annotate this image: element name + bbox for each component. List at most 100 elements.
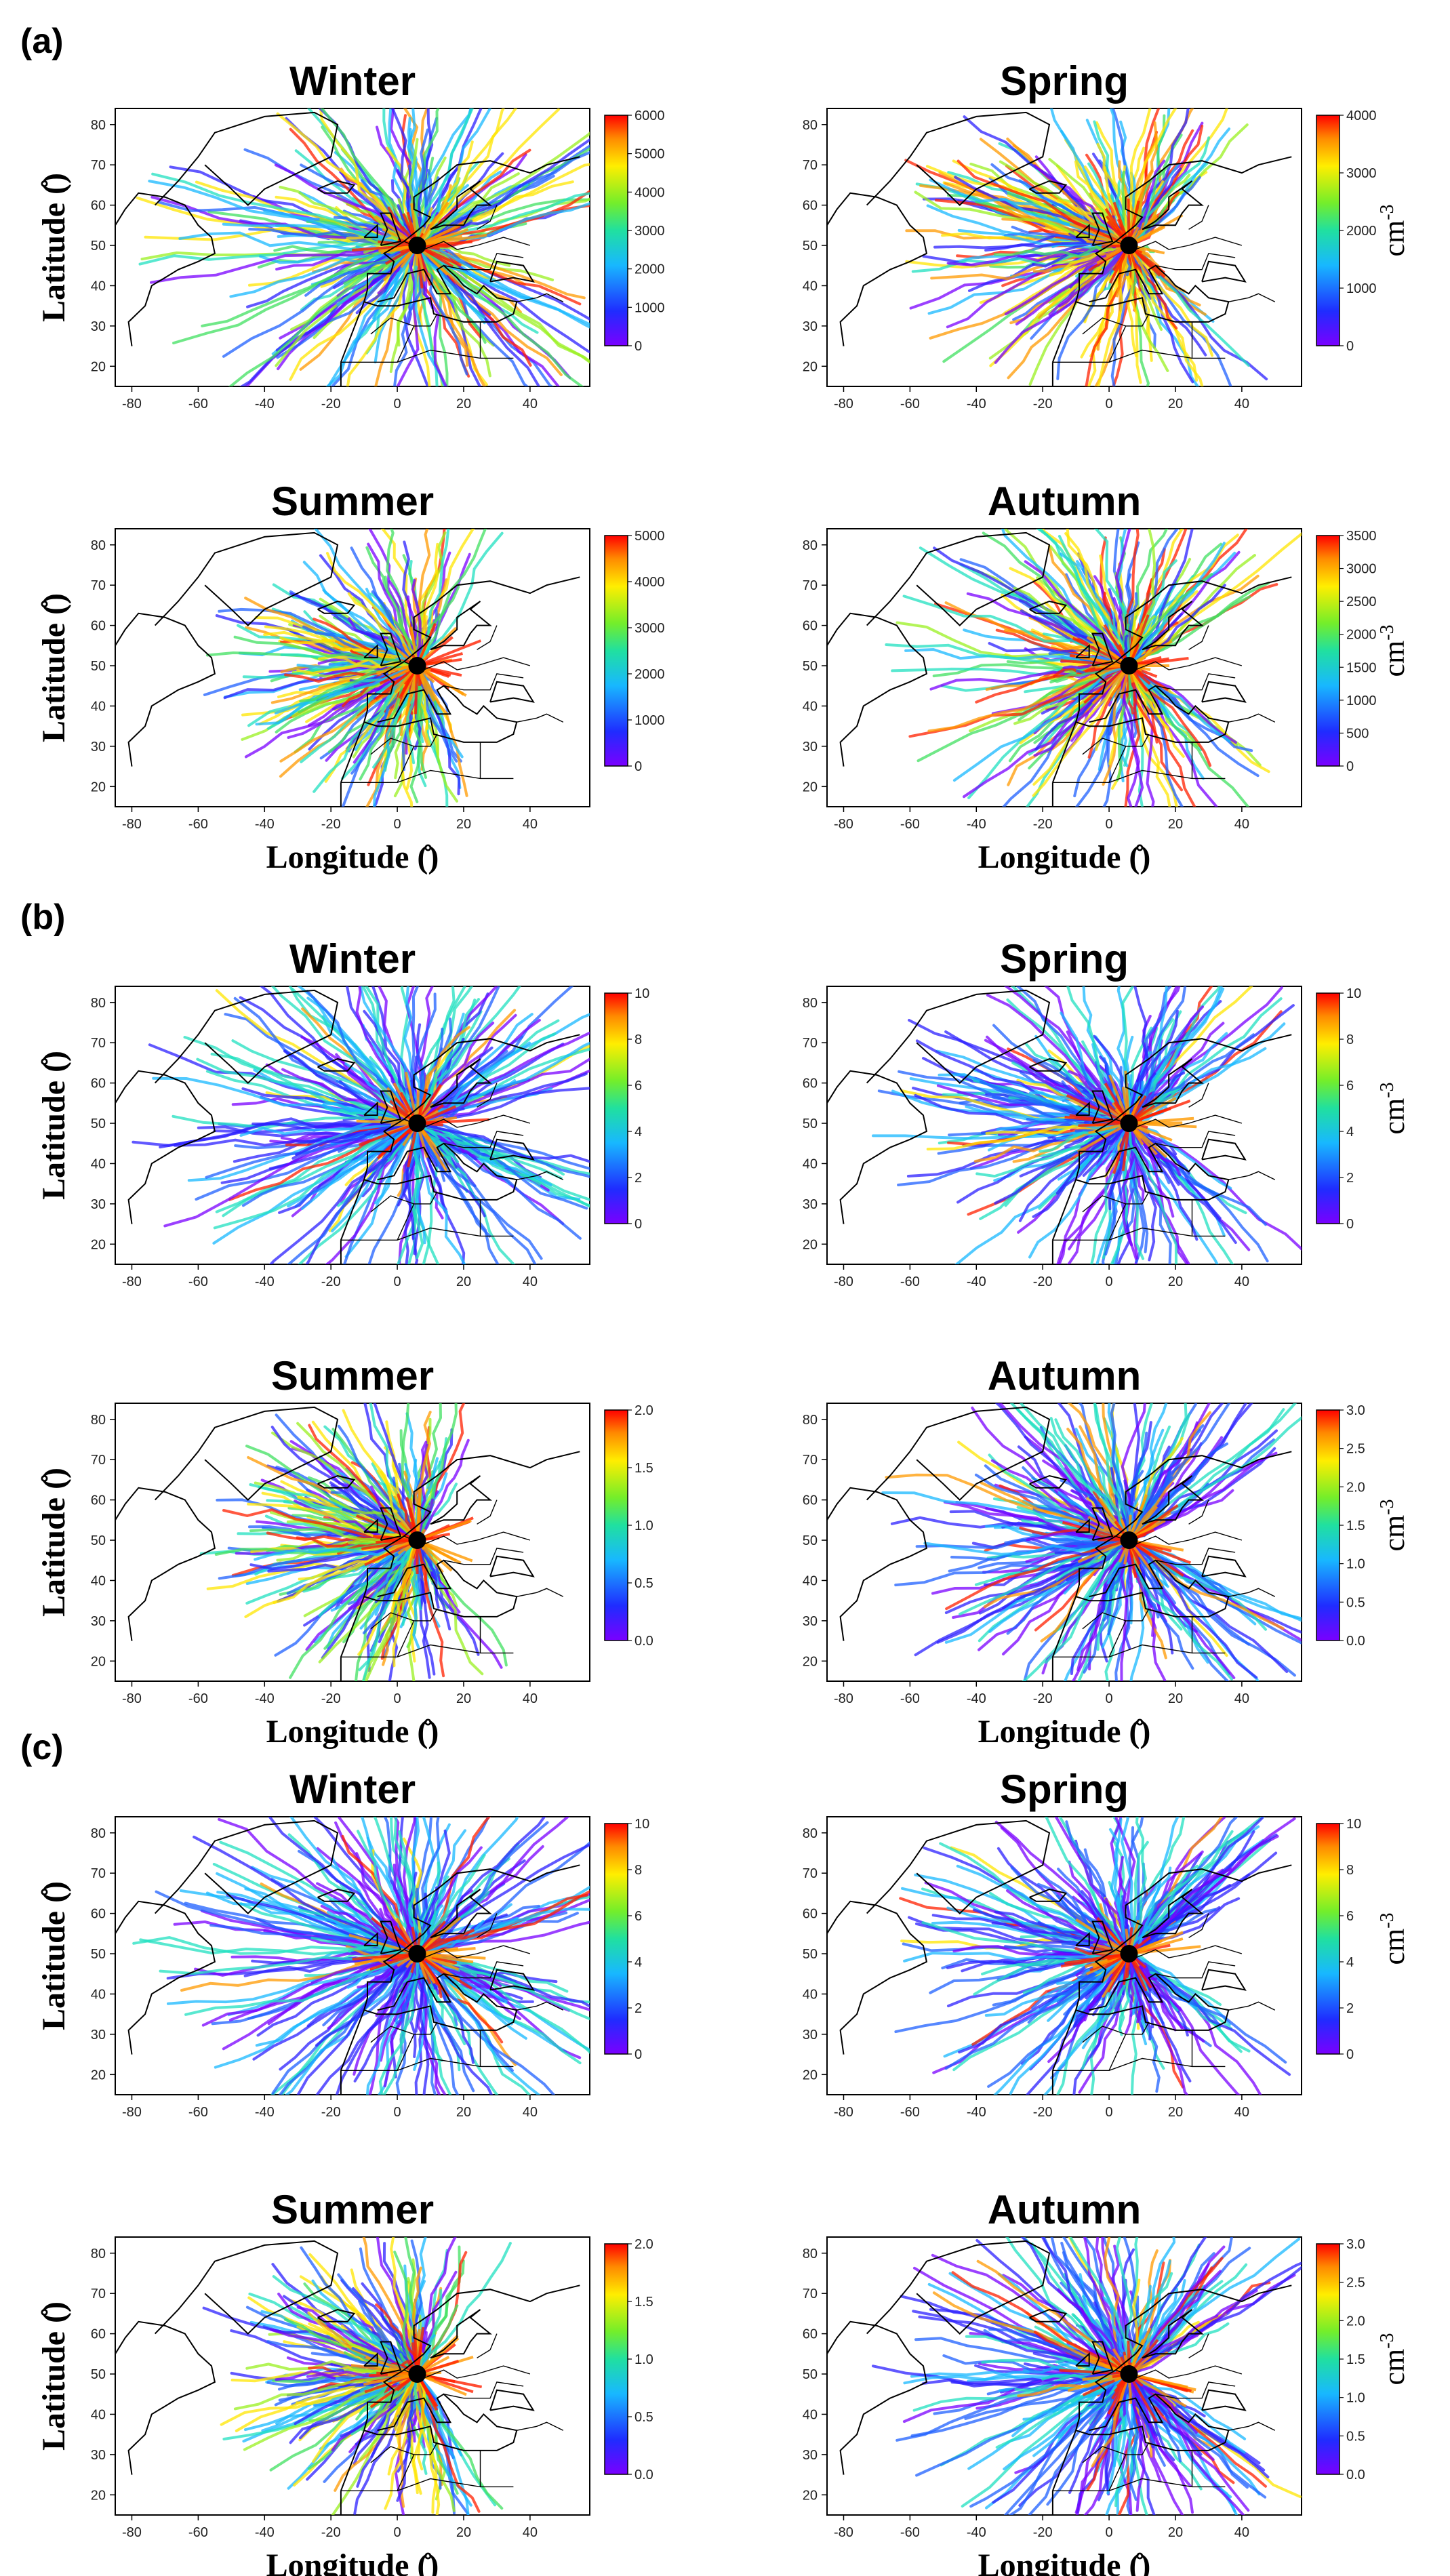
colorbar-tick-label: 0.0 xyxy=(1346,2468,1365,2482)
x-tick-label: -80 xyxy=(834,2525,853,2540)
coastline xyxy=(1091,2341,1114,2375)
country-border xyxy=(340,1227,514,1241)
country-border xyxy=(517,713,564,723)
trajectory-line xyxy=(1127,2249,1159,2375)
receptor-site-marker xyxy=(408,657,426,675)
colorbar-tick-label: 1.0 xyxy=(635,2352,653,2367)
y-tick-label: 60 xyxy=(91,1907,106,1922)
coastline xyxy=(363,1034,580,1180)
trajectory-line xyxy=(318,108,419,247)
y-tick-label: 80 xyxy=(91,2247,106,2261)
coastline xyxy=(1075,1102,1090,1116)
colorbar xyxy=(604,1409,628,1641)
country-border xyxy=(370,738,414,755)
map-panel-c-summer: Summer -80 -60 -40 -20 0 20 40 20 30 40 50 60 70 80 0.0… xyxy=(36,2187,653,2576)
trajectory-line xyxy=(416,1843,590,1955)
coastline xyxy=(154,111,339,206)
coastline xyxy=(317,1474,356,1489)
country-border xyxy=(1188,2333,1209,2358)
y-tick-label: 40 xyxy=(91,699,106,714)
unit-text: cm xyxy=(1377,1929,1411,1965)
trajectory-line xyxy=(979,1081,1131,1125)
trajectory-line xyxy=(416,1041,590,1125)
coastline xyxy=(363,1559,518,1617)
trajectory-line xyxy=(416,1539,440,1609)
trajectory-line xyxy=(1006,1539,1131,1635)
colorbar-tick-label: 1000 xyxy=(1346,281,1377,296)
coastline xyxy=(1142,2309,1204,2359)
x-tick-label: 40 xyxy=(1234,1691,1249,1706)
trajectory-line xyxy=(416,1519,472,1542)
coastline xyxy=(1201,1138,1247,1161)
y-tick-label: 70 xyxy=(91,1453,106,1468)
x-tick-label: -80 xyxy=(834,2105,853,2120)
coastline xyxy=(154,2240,339,2335)
colorbar-tick-label: 1000 xyxy=(1346,693,1377,708)
unit-exponent: -3 xyxy=(1377,204,1398,220)
y-tick-label: 30 xyxy=(91,319,106,334)
country-border xyxy=(1228,2421,1276,2431)
coastline xyxy=(1075,1034,1292,1180)
colorbar xyxy=(1316,535,1340,767)
map-panel-c-spring: Spring -80 -60 -40 -20 0 20 40 20 30 40 50 60 70 80 0 2 4… xyxy=(803,1767,1411,2120)
country-border xyxy=(1108,313,1150,363)
coastline xyxy=(1091,1507,1114,1541)
trajectory-line xyxy=(1124,664,1141,807)
trajectory-line xyxy=(396,244,420,386)
colorbar-tick-label: 0.5 xyxy=(1346,1595,1365,1610)
colorbar-tick-label: 6000 xyxy=(635,108,665,123)
coastline xyxy=(1075,1932,1090,1947)
colorbar-tick-label: 1.5 xyxy=(1346,1518,1365,1533)
colorbar xyxy=(604,1823,628,2055)
country-border xyxy=(340,349,514,363)
x-tick-label: -40 xyxy=(255,817,275,832)
trajectory-line xyxy=(152,1076,419,1125)
x-axis-label: Longitude (̊) xyxy=(978,839,1151,875)
trajectory-line xyxy=(355,1514,418,1542)
coastline xyxy=(1075,644,1090,659)
country-border xyxy=(443,673,524,691)
x-tick-label: -40 xyxy=(967,817,986,832)
country-border xyxy=(443,2381,524,2399)
x-tick-label: 20 xyxy=(1168,2525,1183,2540)
colorbar-unit-label: cm-3 xyxy=(1377,2333,1411,2385)
x-tick-label: -20 xyxy=(1033,2525,1053,2540)
x-tick-label: 40 xyxy=(1234,817,1249,832)
colorbar-tick-label: 8 xyxy=(635,1032,642,1047)
y-tick-label: 40 xyxy=(91,2407,106,2422)
coastline xyxy=(1075,224,1090,239)
trajectory-line xyxy=(255,664,419,726)
trajectory-line xyxy=(222,222,419,247)
country-border xyxy=(397,733,438,783)
trajectory-line xyxy=(1121,1122,1136,1247)
coastline xyxy=(489,1138,535,1161)
trajectory-line xyxy=(326,244,419,386)
x-tick-label: -40 xyxy=(967,1274,986,1289)
coastline xyxy=(1091,632,1114,666)
trajectory-line xyxy=(296,663,419,675)
x-tick-label: -20 xyxy=(321,817,341,832)
country-border xyxy=(1082,317,1126,335)
map-panel-a-summer: Summer -80 -60 -40 -20 0 20 40 20 30 40 50 60 70 80 0 10… xyxy=(36,479,665,875)
x-tick-label: -40 xyxy=(255,1274,275,1289)
x-tick-label: -80 xyxy=(122,817,142,832)
country-border xyxy=(1228,1588,1276,1597)
colorbar-tick-label: 0 xyxy=(635,2047,642,2062)
unit-exponent: -3 xyxy=(1377,2333,1398,2348)
trajectory-line xyxy=(411,1122,424,1260)
colorbar-tick-label: 2.5 xyxy=(1346,1442,1365,1457)
x-tick-label: 40 xyxy=(523,397,538,411)
colorbar-tick-label: 0 xyxy=(1346,339,1354,354)
coastline xyxy=(1075,1864,1292,2011)
coastline xyxy=(1075,1973,1230,2031)
y-tick-label: 40 xyxy=(803,279,818,294)
receptor-site-marker xyxy=(408,1945,426,1963)
trajectory-line xyxy=(392,1539,419,1668)
x-tick-label: 20 xyxy=(1168,397,1183,411)
x-tick-label: -80 xyxy=(122,2525,142,2540)
y-tick-label: 50 xyxy=(91,239,106,254)
x-tick-label: -40 xyxy=(967,397,986,411)
trajectory-line xyxy=(1102,664,1131,786)
trajectory-line xyxy=(1010,986,1131,1125)
trajectory-line xyxy=(1127,1022,1225,1125)
